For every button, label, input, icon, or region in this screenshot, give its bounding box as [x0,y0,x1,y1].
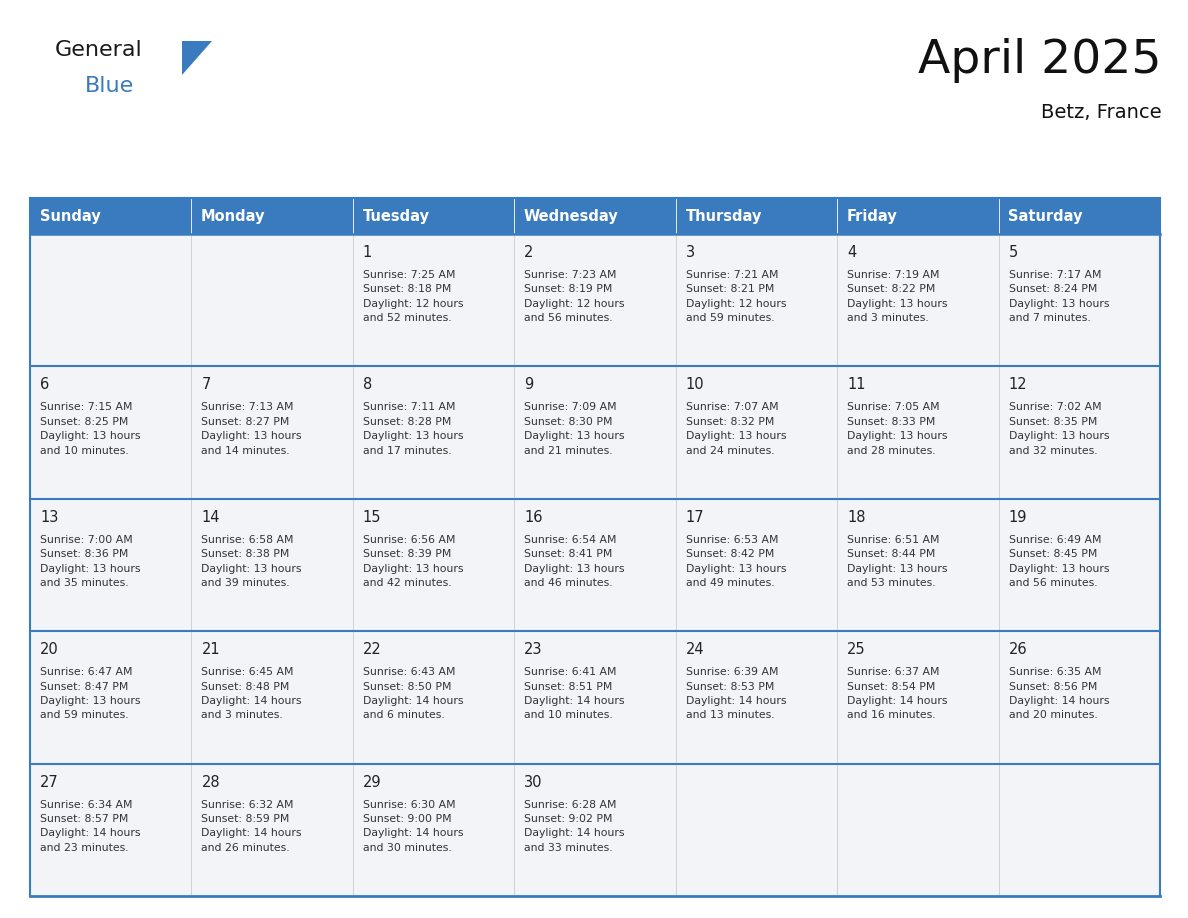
Text: 2: 2 [524,245,533,260]
Text: 6: 6 [40,377,49,392]
Text: 7: 7 [202,377,210,392]
Text: Tuesday: Tuesday [362,208,430,223]
Text: Sunrise: 6:34 AM
Sunset: 8:57 PM
Daylight: 14 hours
and 23 minutes.: Sunrise: 6:34 AM Sunset: 8:57 PM Dayligh… [40,800,140,853]
Text: 12: 12 [1009,377,1028,392]
Text: Sunrise: 7:25 AM
Sunset: 8:18 PM
Daylight: 12 hours
and 52 minutes.: Sunrise: 7:25 AM Sunset: 8:18 PM Dayligh… [362,270,463,323]
Text: April 2025: April 2025 [918,38,1162,83]
Text: 20: 20 [40,643,58,657]
Text: Betz, France: Betz, France [1042,103,1162,122]
Text: Sunday: Sunday [39,208,101,223]
Text: Sunrise: 6:41 AM
Sunset: 8:51 PM
Daylight: 14 hours
and 10 minutes.: Sunrise: 6:41 AM Sunset: 8:51 PM Dayligh… [524,667,625,721]
Text: Sunrise: 7:02 AM
Sunset: 8:35 PM
Daylight: 13 hours
and 32 minutes.: Sunrise: 7:02 AM Sunset: 8:35 PM Dayligh… [1009,402,1110,455]
Text: 25: 25 [847,643,866,657]
Text: Sunrise: 6:54 AM
Sunset: 8:41 PM
Daylight: 13 hours
and 46 minutes.: Sunrise: 6:54 AM Sunset: 8:41 PM Dayligh… [524,535,625,588]
Text: 9: 9 [524,377,533,392]
Bar [30,366,1159,498]
Text: 24: 24 [685,643,704,657]
Text: 4: 4 [847,245,857,260]
Text: Thursday: Thursday [685,208,762,223]
Text: 1: 1 [362,245,372,260]
Text: 19: 19 [1009,509,1028,525]
Text: Sunrise: 7:00 AM
Sunset: 8:36 PM
Daylight: 13 hours
and 35 minutes.: Sunrise: 7:00 AM Sunset: 8:36 PM Dayligh… [40,535,140,588]
Text: Sunrise: 6:43 AM
Sunset: 8:50 PM
Daylight: 14 hours
and 6 minutes.: Sunrise: 6:43 AM Sunset: 8:50 PM Dayligh… [362,667,463,721]
Text: Sunrise: 7:11 AM
Sunset: 8:28 PM
Daylight: 13 hours
and 17 minutes.: Sunrise: 7:11 AM Sunset: 8:28 PM Dayligh… [362,402,463,455]
Text: General: General [55,40,143,60]
Text: Sunrise: 6:56 AM
Sunset: 8:39 PM
Daylight: 13 hours
and 42 minutes.: Sunrise: 6:56 AM Sunset: 8:39 PM Dayligh… [362,535,463,588]
Text: 26: 26 [1009,643,1028,657]
Text: 18: 18 [847,509,866,525]
Text: 10: 10 [685,377,704,392]
Text: Sunrise: 7:09 AM
Sunset: 8:30 PM
Daylight: 13 hours
and 21 minutes.: Sunrise: 7:09 AM Sunset: 8:30 PM Dayligh… [524,402,625,455]
Text: Blue: Blue [86,76,134,96]
Text: Monday: Monday [201,208,266,223]
Text: Sunrise: 7:23 AM
Sunset: 8:19 PM
Daylight: 12 hours
and 56 minutes.: Sunrise: 7:23 AM Sunset: 8:19 PM Dayligh… [524,270,625,323]
Text: Sunrise: 7:05 AM
Sunset: 8:33 PM
Daylight: 13 hours
and 28 minutes.: Sunrise: 7:05 AM Sunset: 8:33 PM Dayligh… [847,402,948,455]
Text: Sunrise: 7:15 AM
Sunset: 8:25 PM
Daylight: 13 hours
and 10 minutes.: Sunrise: 7:15 AM Sunset: 8:25 PM Dayligh… [40,402,140,455]
Bar [30,234,1159,366]
Text: Sunrise: 6:30 AM
Sunset: 9:00 PM
Daylight: 14 hours
and 30 minutes.: Sunrise: 6:30 AM Sunset: 9:00 PM Dayligh… [362,800,463,853]
Text: 21: 21 [202,643,220,657]
Text: Friday: Friday [847,208,898,223]
Text: 15: 15 [362,509,381,525]
Text: 28: 28 [202,775,220,789]
Text: Sunrise: 6:32 AM
Sunset: 8:59 PM
Daylight: 14 hours
and 26 minutes.: Sunrise: 6:32 AM Sunset: 8:59 PM Dayligh… [202,800,302,853]
Text: 29: 29 [362,775,381,789]
Text: 30: 30 [524,775,543,789]
Text: Sunrise: 6:49 AM
Sunset: 8:45 PM
Daylight: 13 hours
and 56 minutes.: Sunrise: 6:49 AM Sunset: 8:45 PM Dayligh… [1009,535,1110,588]
Bar [30,198,1159,234]
Text: Sunrise: 6:37 AM
Sunset: 8:54 PM
Daylight: 14 hours
and 16 minutes.: Sunrise: 6:37 AM Sunset: 8:54 PM Dayligh… [847,667,948,721]
Text: Sunrise: 6:47 AM
Sunset: 8:47 PM
Daylight: 13 hours
and 59 minutes.: Sunrise: 6:47 AM Sunset: 8:47 PM Dayligh… [40,667,140,721]
Text: 16: 16 [524,509,543,525]
Text: Sunrise: 7:17 AM
Sunset: 8:24 PM
Daylight: 13 hours
and 7 minutes.: Sunrise: 7:17 AM Sunset: 8:24 PM Dayligh… [1009,270,1110,323]
Text: Sunrise: 6:51 AM
Sunset: 8:44 PM
Daylight: 13 hours
and 53 minutes.: Sunrise: 6:51 AM Sunset: 8:44 PM Dayligh… [847,535,948,588]
Text: 5: 5 [1009,245,1018,260]
Polygon shape [182,41,211,75]
Text: 13: 13 [40,509,58,525]
Text: 3: 3 [685,245,695,260]
Text: 27: 27 [40,775,58,789]
Text: Sunrise: 6:28 AM
Sunset: 9:02 PM
Daylight: 14 hours
and 33 minutes.: Sunrise: 6:28 AM Sunset: 9:02 PM Dayligh… [524,800,625,853]
Bar [30,632,1159,764]
Text: 14: 14 [202,509,220,525]
Bar [30,764,1159,896]
Text: Sunrise: 6:39 AM
Sunset: 8:53 PM
Daylight: 14 hours
and 13 minutes.: Sunrise: 6:39 AM Sunset: 8:53 PM Dayligh… [685,667,786,721]
Text: Sunrise: 7:19 AM
Sunset: 8:22 PM
Daylight: 13 hours
and 3 minutes.: Sunrise: 7:19 AM Sunset: 8:22 PM Dayligh… [847,270,948,323]
Text: Saturday: Saturday [1009,208,1082,223]
Text: Sunrise: 6:45 AM
Sunset: 8:48 PM
Daylight: 14 hours
and 3 minutes.: Sunrise: 6:45 AM Sunset: 8:48 PM Dayligh… [202,667,302,721]
Text: 17: 17 [685,509,704,525]
Text: 23: 23 [524,643,543,657]
Text: 8: 8 [362,377,372,392]
Text: Sunrise: 6:53 AM
Sunset: 8:42 PM
Daylight: 13 hours
and 49 minutes.: Sunrise: 6:53 AM Sunset: 8:42 PM Dayligh… [685,535,786,588]
Text: 11: 11 [847,377,866,392]
Text: Sunrise: 7:13 AM
Sunset: 8:27 PM
Daylight: 13 hours
and 14 minutes.: Sunrise: 7:13 AM Sunset: 8:27 PM Dayligh… [202,402,302,455]
Bar [30,498,1159,632]
Text: Sunrise: 7:07 AM
Sunset: 8:32 PM
Daylight: 13 hours
and 24 minutes.: Sunrise: 7:07 AM Sunset: 8:32 PM Dayligh… [685,402,786,455]
Text: Wednesday: Wednesday [524,208,619,223]
Text: 22: 22 [362,643,381,657]
Text: Sunrise: 7:21 AM
Sunset: 8:21 PM
Daylight: 12 hours
and 59 minutes.: Sunrise: 7:21 AM Sunset: 8:21 PM Dayligh… [685,270,786,323]
Text: Sunrise: 6:58 AM
Sunset: 8:38 PM
Daylight: 13 hours
and 39 minutes.: Sunrise: 6:58 AM Sunset: 8:38 PM Dayligh… [202,535,302,588]
Text: Sunrise: 6:35 AM
Sunset: 8:56 PM
Daylight: 14 hours
and 20 minutes.: Sunrise: 6:35 AM Sunset: 8:56 PM Dayligh… [1009,667,1110,721]
